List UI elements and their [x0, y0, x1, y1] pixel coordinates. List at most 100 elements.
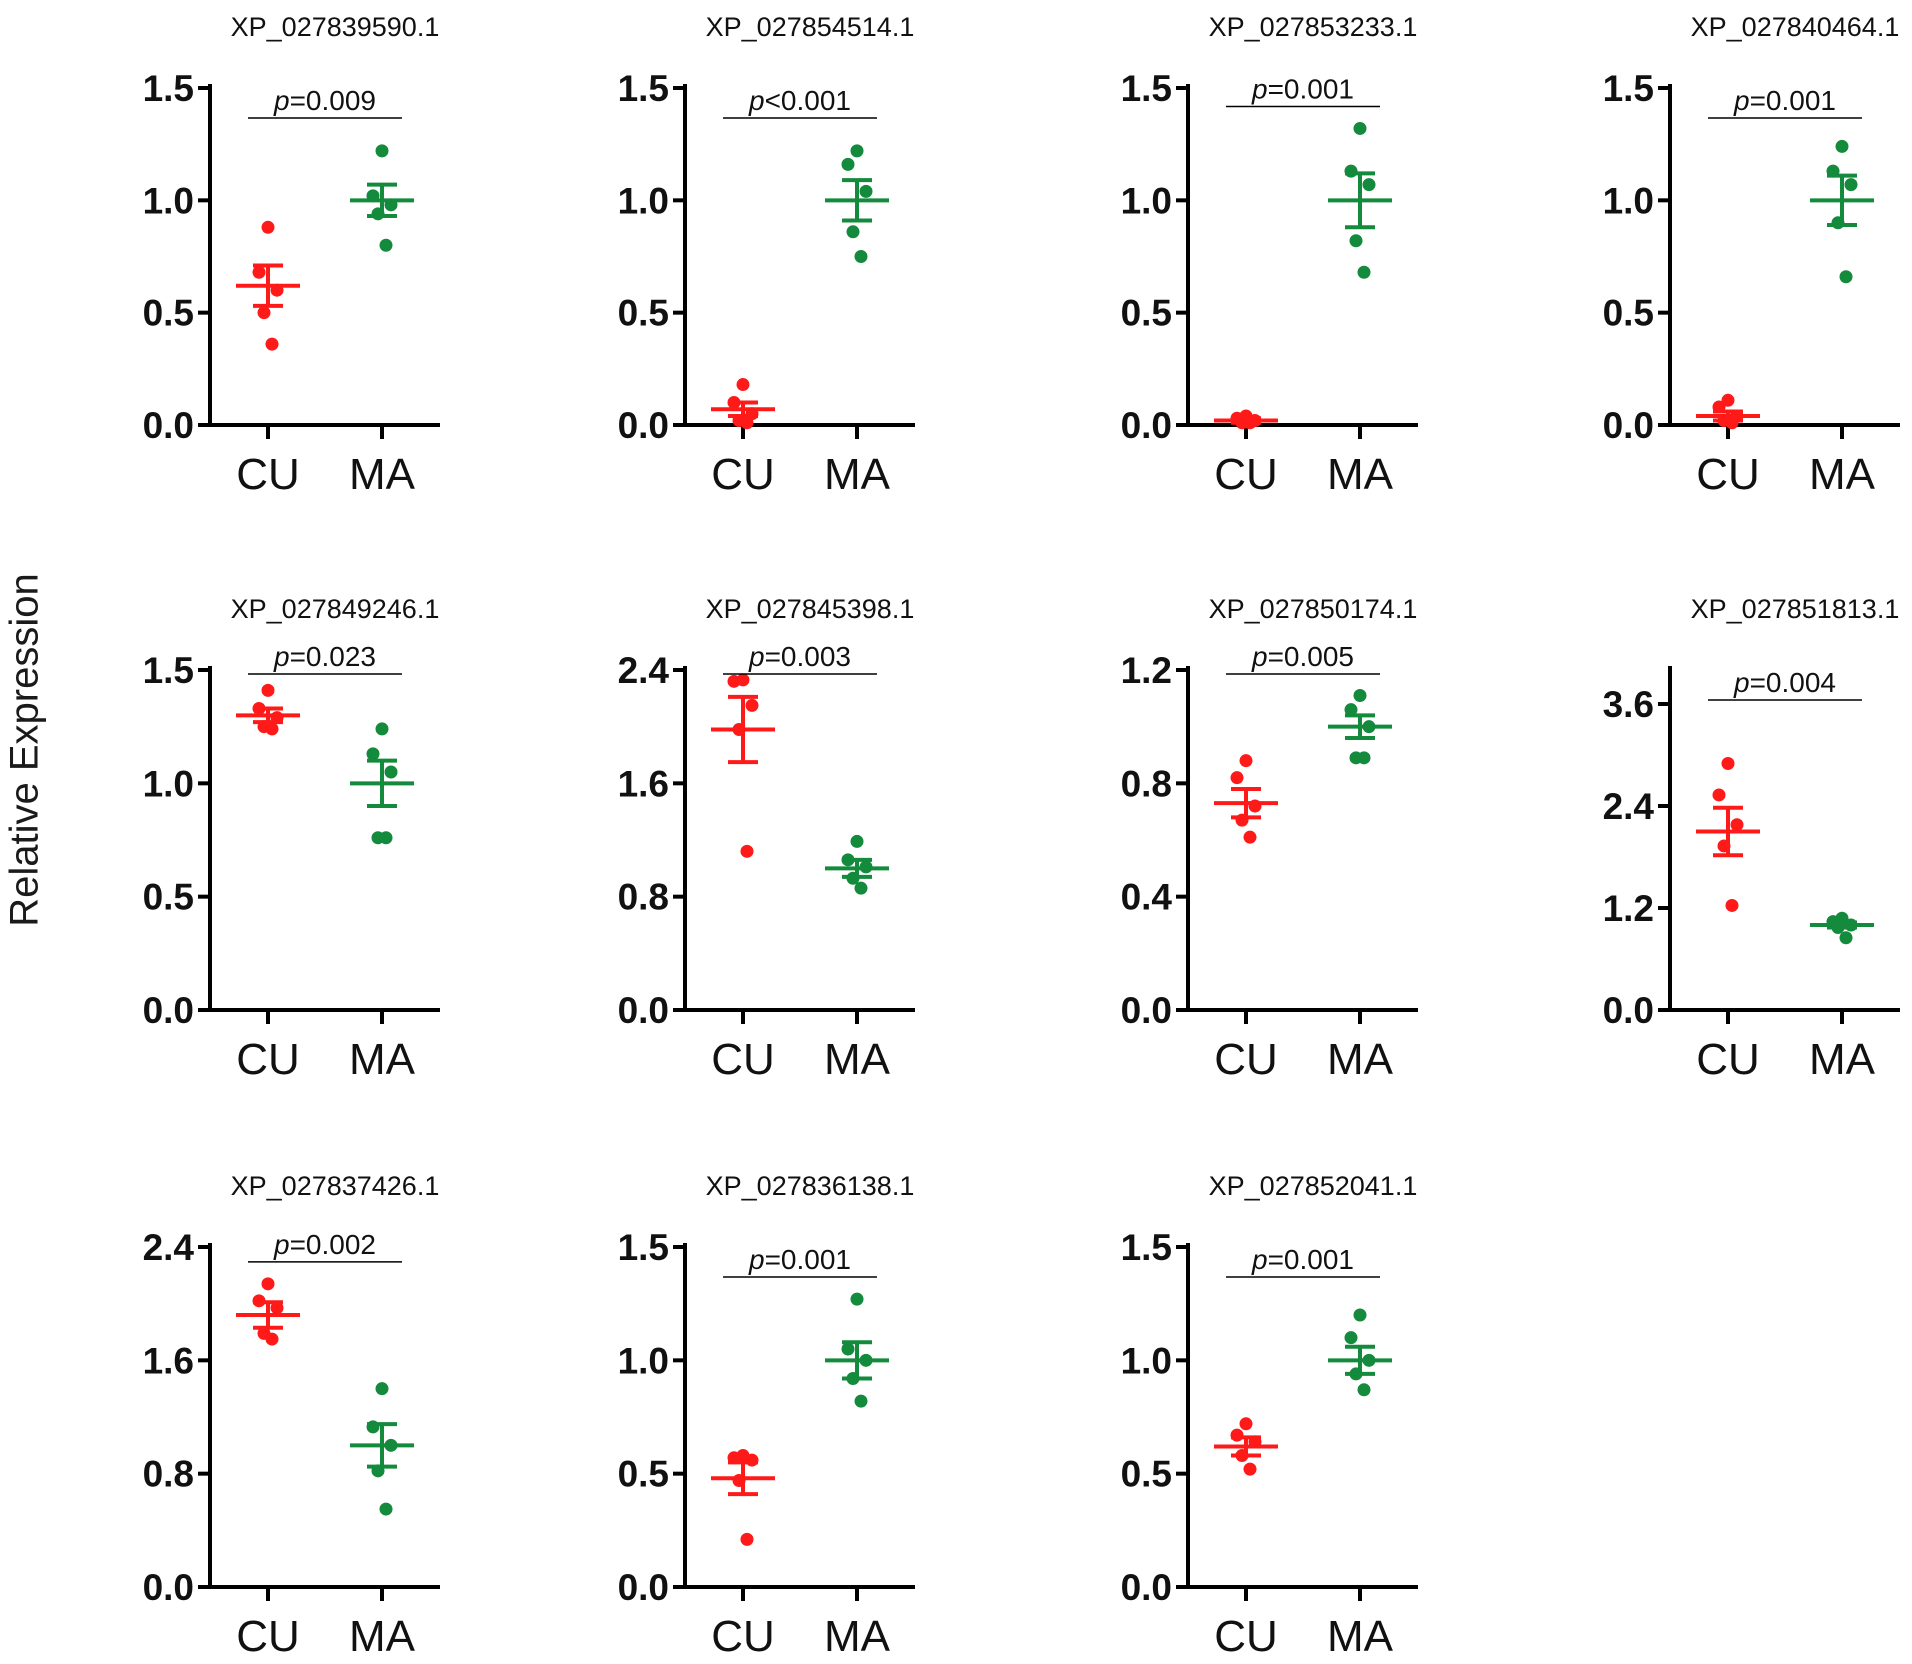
p-symbol: p: [748, 1244, 765, 1275]
panel-11: XP_027852041.1 0.0 0.5 1.0 1.5 CU MA p=0.001: [1121, 1171, 1418, 1661]
data-point: [270, 1301, 284, 1315]
data-point: [1230, 1428, 1244, 1442]
data-point: [375, 722, 389, 736]
data-point: [1839, 931, 1853, 945]
p-symbol: p: [1251, 73, 1268, 104]
y-tick-label: 1.0: [1121, 1340, 1172, 1381]
x-category-label: MA: [824, 1612, 891, 1661]
p-value-text: =0.003: [765, 641, 851, 672]
p-value-text: =0.002: [290, 1229, 376, 1260]
y-tick-label: 2.4: [1603, 786, 1655, 827]
y-tick-label: 1.5: [143, 68, 194, 109]
series-ma: [825, 834, 889, 895]
data-point: [854, 1394, 868, 1408]
data-point: [745, 1453, 759, 1467]
p-value-label: p=0.001: [748, 1244, 851, 1275]
data-point: [252, 265, 266, 279]
y-tick-label: 0.4: [1121, 877, 1173, 918]
data-point: [379, 831, 393, 845]
series-cu: [1696, 393, 1760, 430]
p-value-label: p=0.003: [748, 641, 851, 672]
panel-title: XP_027845398.1: [706, 594, 915, 624]
series-cu: [236, 683, 300, 736]
x-category-label: CU: [236, 1612, 300, 1661]
y-tick-label: 1.0: [618, 1340, 669, 1381]
y-tick-label: 1.0: [618, 180, 669, 221]
data-point: [1353, 1308, 1367, 1322]
p-value-label: p=0.009: [273, 85, 376, 116]
y-tick-label: 0.0: [1603, 990, 1654, 1031]
y-tick-label: 0.8: [1121, 763, 1172, 804]
series-cu: [236, 1277, 300, 1346]
p-symbol: p: [273, 85, 290, 116]
p-symbol: p: [748, 85, 765, 116]
data-point: [1839, 270, 1853, 284]
data-point: [1357, 1383, 1371, 1397]
data-point: [1243, 830, 1257, 844]
data-point: [854, 881, 868, 895]
data-point: [1344, 164, 1358, 178]
x-category-label: MA: [824, 1035, 891, 1084]
p-value-text: =0.001: [1268, 1244, 1354, 1275]
y-tick-label: 0.5: [143, 877, 194, 918]
data-point: [265, 337, 279, 351]
panel-3: XP_027853233.1 0.0 0.5 1.0 1.5 CU MA p=0.001: [1121, 12, 1418, 499]
y-tick-label: 0.5: [618, 1454, 669, 1495]
data-point: [1230, 771, 1244, 785]
p-value-text: =0.023: [290, 641, 376, 672]
data-point: [1344, 703, 1358, 717]
x-category-label: MA: [349, 450, 416, 499]
y-tick-label: 0.0: [143, 990, 194, 1031]
p-symbol: p: [1251, 1244, 1268, 1275]
data-point: [261, 220, 275, 234]
data-point: [854, 250, 868, 263]
series-ma: [825, 1292, 889, 1408]
p-symbol: p: [273, 1229, 290, 1260]
x-category-label: CU: [1214, 450, 1278, 499]
p-value-text: =0.001: [1750, 85, 1836, 116]
y-tick-label: 1.2: [1121, 650, 1172, 691]
data-point: [366, 747, 380, 761]
panel-title: XP_027850174.1: [1209, 594, 1418, 624]
x-category-label: CU: [711, 450, 775, 499]
p-value-label: p=0.001: [1733, 85, 1836, 116]
series-ma: [350, 1382, 414, 1516]
y-tick-label: 1.6: [143, 1340, 194, 1381]
data-point: [1349, 234, 1363, 248]
p-value-label: p=0.023: [273, 641, 376, 672]
data-point: [1725, 898, 1739, 912]
y-tick-label: 0.0: [143, 1567, 194, 1608]
y-tick-label: 0.5: [143, 293, 194, 334]
series-cu: [1214, 409, 1278, 430]
y-tick-label: 0.8: [143, 1454, 194, 1495]
p-value-text: =0.005: [1268, 641, 1354, 672]
x-category-label: CU: [1214, 1612, 1278, 1661]
x-category-label: MA: [1327, 1035, 1394, 1084]
p-value-text: =0.001: [765, 1244, 851, 1275]
series-ma: [1810, 139, 1874, 284]
x-category-label: CU: [1696, 450, 1760, 499]
p-value-label: p=0.002: [273, 1229, 376, 1260]
series-ma: [350, 144, 414, 252]
data-point: [1239, 1417, 1253, 1431]
series-cu: [711, 378, 775, 430]
data-point: [1362, 178, 1376, 192]
p-symbol: p: [748, 641, 765, 672]
data-point: [850, 1292, 864, 1306]
y-tick-label: 2.4: [143, 1227, 195, 1268]
data-point: [384, 765, 398, 779]
x-category-label: MA: [1809, 1035, 1876, 1084]
x-category-label: MA: [1327, 450, 1394, 499]
y-tick-label: 1.6: [618, 763, 669, 804]
data-point: [1353, 689, 1367, 702]
data-point: [379, 238, 393, 252]
x-category-label: CU: [1214, 1035, 1278, 1084]
series-cu: [1214, 1417, 1278, 1476]
x-category-label: CU: [711, 1035, 775, 1084]
panel-title: XP_027836138.1: [706, 1171, 915, 1201]
panel-title: XP_027852041.1: [1209, 1171, 1418, 1201]
series-cu: [711, 673, 775, 858]
data-point: [745, 698, 759, 712]
panel-7: XP_027850174.1 0.0 0.4 0.8 1.2 CU MA p=0.005: [1121, 594, 1418, 1084]
